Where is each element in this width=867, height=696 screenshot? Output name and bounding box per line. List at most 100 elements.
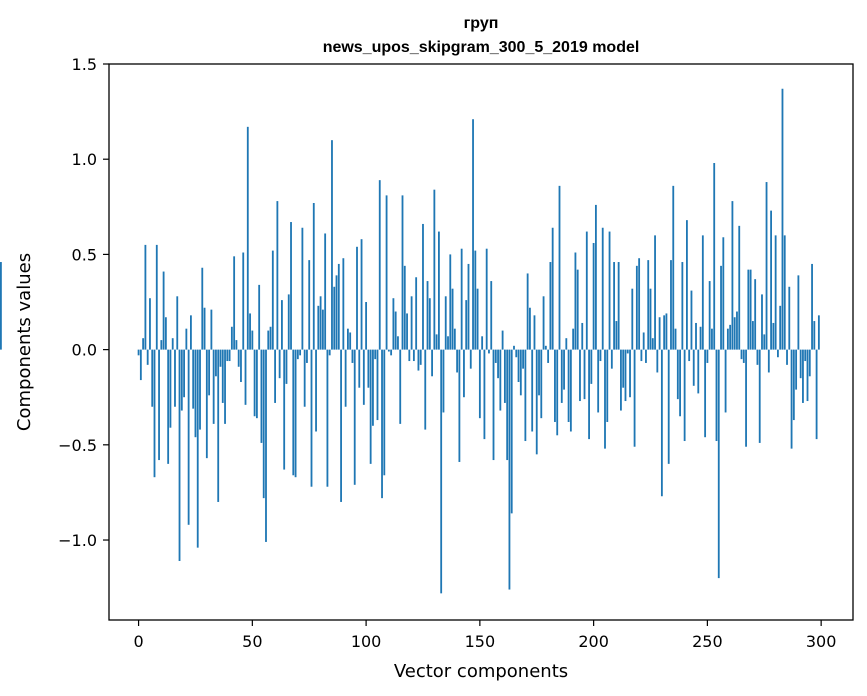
bar [176,296,179,350]
bar [767,349,770,373]
bar [342,258,345,350]
bar [788,286,791,350]
bar [697,349,700,394]
bar [679,349,681,417]
bar [169,349,172,428]
bar [797,275,800,350]
x-axis-ticks: 0 50 100 150 200 250 300 [133,620,836,651]
bar [258,284,261,350]
bar [178,349,181,561]
bar [196,349,199,548]
bar [219,349,222,367]
bar [171,338,174,350]
bar [253,349,256,417]
bar [422,223,424,350]
bar [601,227,604,350]
bar [806,349,809,402]
bar [492,349,495,461]
bar [344,349,347,407]
bar [781,88,784,350]
bar [203,307,206,350]
bar [235,340,238,350]
bar [631,288,634,350]
bar [790,349,793,449]
bar [444,296,447,350]
bar [397,336,399,350]
bar [622,349,625,388]
bar [278,349,281,379]
bar [333,286,336,350]
bar [777,349,779,358]
bar [754,279,757,350]
bar [153,349,156,478]
bar [440,349,443,594]
bar [554,349,556,422]
bar [360,239,363,350]
bar [529,307,531,350]
bar [310,349,313,487]
bar [472,119,474,350]
bar [736,311,738,350]
bar [476,288,479,350]
bar [435,334,438,350]
bar [802,349,804,403]
bar [690,290,693,350]
bar [594,204,597,350]
x-tick-label: 100 [351,632,382,651]
bar [358,349,361,388]
x-tick-label: 250 [692,632,723,651]
bar [317,305,320,350]
bar [160,340,163,350]
x-tick-label: 200 [578,632,609,651]
bar [321,309,324,350]
bar [283,349,286,470]
y-tick-label: 1.5 [72,55,97,74]
bar [656,349,659,373]
bar [681,262,684,350]
y-tick-label: 1.0 [72,150,97,169]
bar [569,349,572,432]
bar [326,349,329,487]
bar [210,309,213,350]
bar [654,235,656,350]
bar [306,349,308,363]
bar [139,349,142,381]
bar [590,349,593,384]
bar [547,349,550,363]
bar [672,185,675,350]
bar [151,349,154,407]
bar [372,349,374,426]
bar [215,349,217,377]
x-tick-label: 0 [133,632,143,651]
bar [303,349,306,407]
bar [237,349,240,367]
bar [460,248,463,350]
bar [208,349,211,396]
bar [394,311,397,350]
bar [649,288,652,350]
bar [276,201,279,350]
bar [729,324,732,350]
bar [294,349,297,478]
bar [599,349,602,362]
bar [205,349,208,459]
bar [481,336,484,350]
bar [551,227,554,350]
bar [290,222,292,350]
bar [563,349,565,390]
bar [428,298,431,350]
bar [583,349,586,400]
bar [337,263,340,350]
bar [542,296,545,350]
bar [190,315,192,350]
bar [533,315,536,350]
bar [456,349,459,373]
bar [774,235,777,350]
bar [726,328,729,350]
bar [608,231,611,350]
bar [406,313,408,350]
bar [281,300,283,350]
bar [164,317,167,350]
x-tick-label: 50 [242,632,262,651]
